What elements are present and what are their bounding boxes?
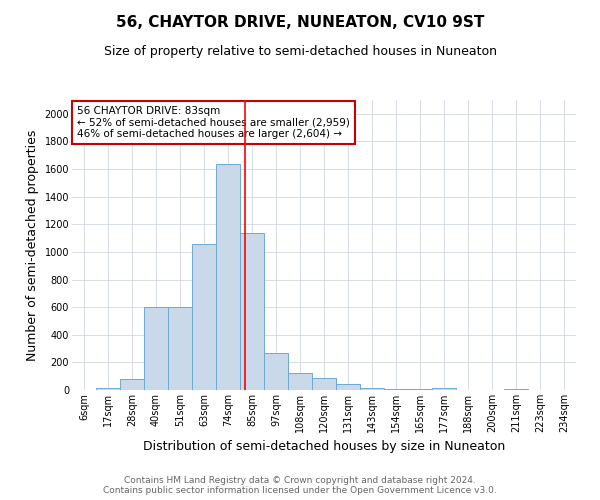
- Bar: [120, 379, 144, 390]
- Bar: [432, 388, 456, 390]
- Text: Size of property relative to semi-detached houses in Nuneaton: Size of property relative to semi-detach…: [104, 45, 497, 58]
- Text: 56, CHAYTOR DRIVE, NUNEATON, CV10 9ST: 56, CHAYTOR DRIVE, NUNEATON, CV10 9ST: [116, 15, 484, 30]
- Bar: [144, 307, 168, 390]
- Text: 56 CHAYTOR DRIVE: 83sqm
← 52% of semi-detached houses are smaller (2,959)
46% of: 56 CHAYTOR DRIVE: 83sqm ← 52% of semi-de…: [77, 106, 350, 139]
- Bar: [384, 388, 408, 390]
- Bar: [240, 232, 264, 390]
- Bar: [264, 352, 288, 390]
- Bar: [360, 388, 384, 390]
- Bar: [336, 384, 360, 390]
- Bar: [216, 164, 240, 390]
- Bar: [312, 378, 336, 390]
- Bar: [504, 388, 528, 390]
- Text: Contains HM Land Registry data © Crown copyright and database right 2024.
Contai: Contains HM Land Registry data © Crown c…: [103, 476, 497, 495]
- Bar: [192, 244, 216, 390]
- Y-axis label: Number of semi-detached properties: Number of semi-detached properties: [26, 130, 39, 360]
- Bar: [288, 374, 312, 390]
- Bar: [96, 388, 120, 390]
- X-axis label: Distribution of semi-detached houses by size in Nuneaton: Distribution of semi-detached houses by …: [143, 440, 505, 454]
- Bar: [168, 307, 192, 390]
